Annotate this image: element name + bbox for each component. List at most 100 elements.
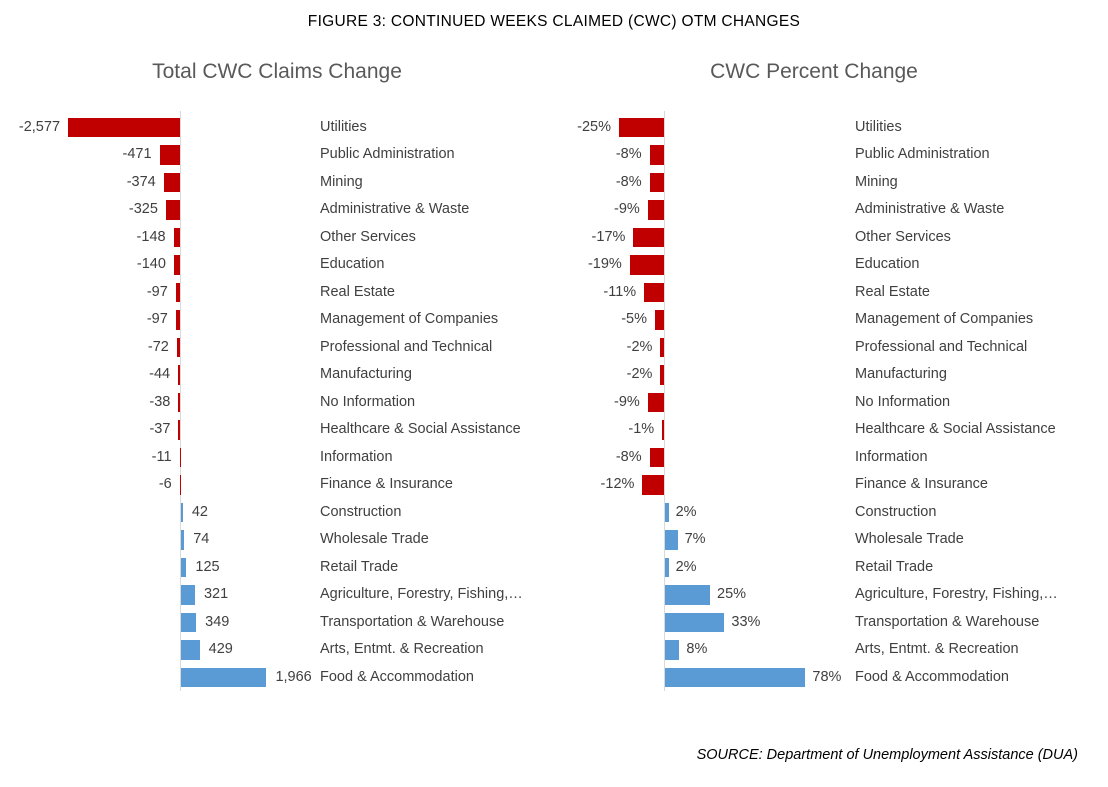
bar [647,392,664,412]
bar [163,172,180,192]
bar [175,282,180,302]
value-label: 33% [731,613,761,630]
bar [176,337,180,357]
bar [665,585,710,605]
bar [665,530,678,550]
category-label: Real Estate [320,283,395,300]
bar [655,310,664,330]
category-label: Food & Accommodation [855,668,1009,685]
category-label: Education [320,256,385,272]
value-label: -97 [146,311,168,327]
cwc-percent-change-chart: CWC Percent Change -25% Utilities -8% Publi… [554,0,1108,787]
value-label: -374 [126,173,156,190]
bar [159,145,180,165]
value-label: -140 [136,256,166,272]
category-label: Healthcare & Social Assistance [855,421,1056,437]
category-label: Education [855,256,920,272]
value-label: -8% [615,146,642,162]
value-label: 2% [675,503,697,520]
bar [68,117,180,137]
value-label: -44 [149,366,171,382]
category-label: Real Estate [855,283,930,300]
bar [178,392,180,412]
value-label: -148 [136,228,166,245]
value-label: 2% [675,558,697,575]
value-label: 125 [195,558,220,575]
bar [619,117,664,137]
value-label: 74 [193,531,210,547]
category-label: Manufacturing [855,366,947,382]
value-label: -8% [615,448,642,465]
bar [660,365,664,385]
category-label: Mining [855,173,898,190]
category-label: No Information [855,393,951,410]
value-label: -17% [591,228,626,245]
bar [665,612,725,632]
value-label: 78% [812,668,842,685]
value-label: 429 [208,641,233,657]
bar [662,420,664,440]
category-label: Arts, Entmt. & Recreation [320,641,484,657]
bar [633,227,664,247]
bar [649,172,664,192]
value-label: -19% [587,256,622,272]
category-label: Professional and Technical [320,338,493,355]
category-label: Construction [855,503,937,520]
bar [665,557,669,577]
category-label: Manufacturing [320,366,412,382]
value-label: -38 [149,393,171,410]
bar [644,282,664,302]
category-label: Mining [320,173,363,190]
source-note: SOURCE: Department of Unemployment Assis… [696,747,1078,763]
bar [173,255,180,275]
bar [181,502,183,522]
value-label: 1,966 [275,668,312,685]
bar [181,667,267,687]
bar [660,337,664,357]
bar [165,200,180,220]
category-label: Finance & Insurance [855,476,988,492]
category-label: Information [320,448,393,465]
bar [665,502,669,522]
bar [181,640,200,660]
value-label: 321 [203,586,229,602]
category-label: Wholesale Trade [855,531,964,547]
category-label: Management of Companies [320,311,499,327]
bar [181,557,187,577]
value-label: -325 [128,201,158,217]
value-label: -6 [158,476,172,492]
bar [181,612,197,632]
value-label: -12% [600,476,635,492]
category-label: Construction [320,503,402,520]
value-label: -9% [614,393,640,410]
bar [647,200,664,220]
category-label: Administrative & Waste [320,201,470,217]
value-label: -8% [615,173,642,190]
value-label: 7% [684,531,706,547]
bar [181,585,195,605]
value-label: -1% [628,421,655,437]
bar [175,310,180,330]
value-label: -2,577 [18,118,61,135]
value-label: -9% [614,201,640,217]
value-label: -72 [147,338,169,355]
value-label: -5% [621,311,647,327]
category-label: Food & Accommodation [320,668,474,685]
value-label: 42 [191,503,208,520]
category-label: Agriculture, Forestry, Fishing,… [320,586,523,602]
bar [629,255,664,275]
category-label: Professional and Technical [855,338,1028,355]
category-label: Retail Trade [320,558,399,575]
figure-title: FIGURE 3: CONTINUED WEEKS CLAIMED (CWC) … [307,13,801,30]
category-label: Other Services [855,228,951,245]
category-label: Management of Companies [855,311,1034,327]
value-label: -97 [146,283,168,300]
value-label: 349 [205,613,230,630]
category-label: Administrative & Waste [855,201,1005,217]
value-label: 8% [686,641,708,657]
bar [665,640,680,660]
y-axis-line [180,111,181,691]
category-label: Transportation & Warehouse [855,613,1040,630]
value-label: -11% [603,283,637,300]
category-label: Utilities [855,118,902,135]
